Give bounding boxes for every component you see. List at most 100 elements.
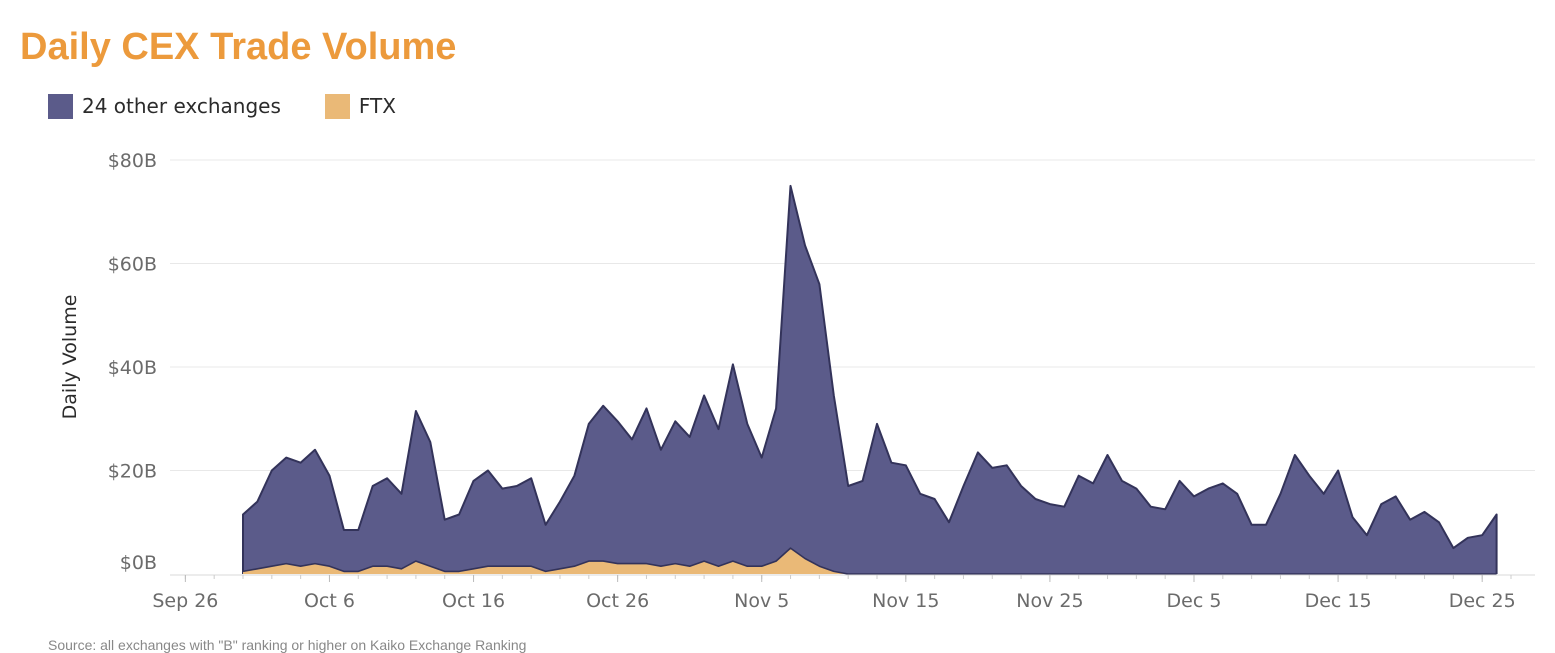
x-tick-label: Dec 5 [1167,590,1222,612]
data-point-other-exchanges [1005,463,1009,467]
legend: 24 other exchanges FTX [48,92,440,120]
data-point-other-exchanges [443,518,447,522]
data-point-ftx [832,569,836,573]
legend-item-ftx[interactable]: FTX [324,93,396,119]
data-point-ftx [558,567,562,571]
data-point-ftx [717,564,721,568]
data-point-other-exchanges [1206,487,1210,491]
y-axis-title: Daily Volume [59,295,81,420]
data-point-other-exchanges [1034,497,1038,501]
series-area-ftx [243,548,1497,574]
data-point-other-exchanges [918,492,922,496]
gridlines [170,159,1535,471]
data-point-ftx [486,564,490,568]
data-point-other-exchanges [832,394,836,398]
data-point-other-exchanges [284,456,288,460]
data-point-other-exchanges [385,476,389,480]
y-tick-label: $0B [120,552,157,574]
data-point-ftx [385,564,389,568]
data-point-other-exchanges [1178,479,1182,483]
data-point-other-exchanges [371,484,375,488]
data-point-ftx [255,567,259,571]
data-point-other-exchanges [1495,513,1499,517]
data-point-other-exchanges [1019,484,1023,488]
data-point-ftx [760,564,764,568]
data-point-other-exchanges [990,466,994,470]
data-point-other-exchanges [400,492,404,496]
data-point-ftx [342,569,346,573]
data-point-ftx [688,564,692,568]
series-line-ftx [242,547,1497,575]
data-point-other-exchanges [1192,494,1196,498]
data-point-ftx [645,562,649,566]
data-point-other-exchanges [1307,474,1311,478]
data-point-ftx [601,559,605,563]
data-point-other-exchanges [1106,453,1110,457]
x-tick-label: Oct 16 [442,590,505,612]
data-point-other-exchanges [328,474,332,478]
data-point-other-exchanges [558,500,562,504]
data-point-other-exchanges [270,469,274,473]
data-point-other-exchanges [731,362,735,366]
data-point-ftx [630,562,634,566]
axes: $0B $20B $40B $60B $80B Daily Volume Sep 26 Oct… [59,150,1535,612]
data-point-other-exchanges [601,404,605,408]
data-point-ftx [472,567,476,571]
data-point-other-exchanges [745,422,749,426]
data-point-other-exchanges [1336,469,1340,473]
data-point-other-exchanges [702,394,706,398]
data-point-other-exchanges [803,243,807,247]
data-point-ftx [702,559,706,563]
data-point-other-exchanges [1293,453,1297,457]
data-point-other-exchanges [933,497,937,501]
data-point-other-exchanges [529,476,533,480]
data-point-other-exchanges [1322,492,1326,496]
data-point-ftx [731,559,735,563]
data-point-other-exchanges [241,513,245,517]
data-point-ftx [745,564,749,568]
data-point-ftx [673,562,677,566]
data-point-other-exchanges [817,282,821,286]
data-point-ftx [443,569,447,573]
data-point-other-exchanges [472,479,476,483]
data-point-other-exchanges [717,427,721,431]
data-point-ftx [400,567,404,571]
data-point-other-exchanges [1480,533,1484,537]
data-point-other-exchanges [414,409,418,413]
data-point-other-exchanges [904,463,908,467]
data-point-ftx [328,564,332,568]
data-point-ftx [774,559,778,563]
data-point-other-exchanges [645,406,649,410]
data-point-other-exchanges [1365,533,1369,537]
data-point-other-exchanges [500,487,504,491]
data-point-ftx [515,564,519,568]
data-point-ftx [544,569,548,573]
x-tick-label: Nov 5 [734,590,789,612]
data-point-other-exchanges [1091,481,1095,485]
legend-item-other-exchanges[interactable]: 24 other exchanges [48,93,281,119]
x-tick-label: Nov 25 [1016,590,1083,612]
y-tick-label: $40B [108,357,157,379]
data-point-other-exchanges [1120,479,1124,483]
data-point-other-exchanges [1134,487,1138,491]
data-point-other-exchanges [1279,492,1283,496]
data-point-ftx [789,546,793,550]
data-point-ftx [500,564,504,568]
data-point-other-exchanges [1408,518,1412,522]
data-point-other-exchanges [673,419,677,423]
legend-swatch-other-exchanges [48,93,73,119]
data-point-ftx [659,564,663,568]
x-tick-label: Dec 25 [1449,590,1516,612]
data-point-other-exchanges [313,448,317,452]
data-point-ftx [817,564,821,568]
data-point-ftx [587,559,591,563]
data-point-other-exchanges [846,484,850,488]
series-line-other-exchanges [242,184,1498,575]
data-point-other-exchanges [1379,502,1383,506]
data-point-other-exchanges [1048,502,1052,506]
data-point-other-exchanges [1466,536,1470,540]
data-point-other-exchanges [1250,523,1254,527]
series-area-other-exchanges [243,185,1497,574]
data-point-other-exchanges [1394,494,1398,498]
legend-label-ftx: FTX [358,94,396,118]
